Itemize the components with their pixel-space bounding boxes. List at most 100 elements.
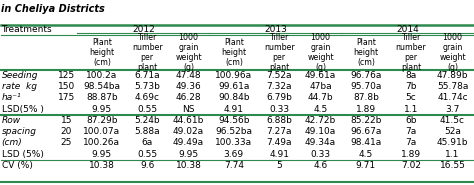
Text: 44.7b: 44.7b xyxy=(308,93,333,102)
Text: 100.2a: 100.2a xyxy=(86,71,118,80)
Text: in Cheliya Districts: in Cheliya Districts xyxy=(0,4,104,14)
Text: Tiller
number
per
plant: Tiller number per plant xyxy=(264,33,294,72)
Text: 1.89: 1.89 xyxy=(401,150,421,159)
Text: 9.71: 9.71 xyxy=(356,161,376,170)
Text: 85.22b: 85.22b xyxy=(350,116,382,125)
Text: Tiller
number
per
plant: Tiller number per plant xyxy=(132,33,163,72)
Text: 1.1: 1.1 xyxy=(404,105,418,114)
Text: 25: 25 xyxy=(61,139,72,147)
Text: 100.26a: 100.26a xyxy=(83,139,120,147)
Text: 175: 175 xyxy=(58,93,75,102)
Text: 87.8b: 87.8b xyxy=(353,93,379,102)
Text: 88.87b: 88.87b xyxy=(86,93,118,102)
Text: 49.61a: 49.61a xyxy=(305,71,336,80)
Text: 7a: 7a xyxy=(405,127,417,136)
Text: 16.55: 16.55 xyxy=(439,161,465,170)
Text: 98.41a: 98.41a xyxy=(350,139,382,147)
Text: 49.49a: 49.49a xyxy=(173,139,204,147)
Text: 41.5c: 41.5c xyxy=(440,116,465,125)
Text: LSD(5% ): LSD(5% ) xyxy=(1,105,44,114)
Text: Seeding: Seeding xyxy=(1,71,38,80)
Text: ha⁻¹: ha⁻¹ xyxy=(1,93,21,102)
Text: 6b: 6b xyxy=(405,116,417,125)
Text: LSD (5%): LSD (5%) xyxy=(1,150,44,159)
Text: 5c: 5c xyxy=(406,93,417,102)
Text: 1000
grain
weight
(g): 1000 grain weight (g) xyxy=(439,33,466,72)
Text: 4.5: 4.5 xyxy=(313,105,328,114)
Text: 4.91: 4.91 xyxy=(224,105,244,114)
Text: 7.02: 7.02 xyxy=(401,161,421,170)
Text: 1.89: 1.89 xyxy=(356,105,376,114)
Text: 96.76a: 96.76a xyxy=(350,71,382,80)
Text: 2012: 2012 xyxy=(132,25,155,34)
Text: rate  kg: rate kg xyxy=(1,82,36,91)
Text: 49.36: 49.36 xyxy=(176,82,201,91)
Text: 87.29b: 87.29b xyxy=(86,116,118,125)
Text: 100.96a: 100.96a xyxy=(215,71,252,80)
Text: CV (%): CV (%) xyxy=(1,161,33,170)
Text: 6.71a: 6.71a xyxy=(134,71,160,80)
Text: 6.79b: 6.79b xyxy=(266,93,292,102)
Text: Plant
height
(cm): Plant height (cm) xyxy=(221,38,246,67)
Text: Treatments: Treatments xyxy=(0,25,51,34)
Text: 5.24b: 5.24b xyxy=(134,116,160,125)
Text: 15: 15 xyxy=(61,116,72,125)
Text: Tiller
number
per
plant: Tiller number per plant xyxy=(396,33,427,72)
Text: 96.52ba: 96.52ba xyxy=(215,127,252,136)
Text: 6.88b: 6.88b xyxy=(266,116,292,125)
Text: 9.95: 9.95 xyxy=(92,105,112,114)
Text: 10.38: 10.38 xyxy=(89,161,115,170)
Text: Plant
height
(cm): Plant height (cm) xyxy=(89,38,114,67)
Text: 99.61a: 99.61a xyxy=(218,82,249,91)
Text: 100.07a: 100.07a xyxy=(83,127,120,136)
Text: 52a: 52a xyxy=(444,127,461,136)
Text: 4.91: 4.91 xyxy=(269,150,289,159)
Text: 95.70a: 95.70a xyxy=(350,82,382,91)
Text: 7a: 7a xyxy=(405,139,417,147)
Text: 0.55: 0.55 xyxy=(137,150,157,159)
Text: Row: Row xyxy=(1,116,21,125)
Text: 100.33a: 100.33a xyxy=(215,139,252,147)
Text: 0.55: 0.55 xyxy=(137,105,157,114)
Text: 4.5: 4.5 xyxy=(359,150,373,159)
Text: 45.91b: 45.91b xyxy=(437,139,468,147)
Text: 2013: 2013 xyxy=(264,25,287,34)
Text: 47.89b: 47.89b xyxy=(437,71,468,80)
Text: 7.32a: 7.32a xyxy=(266,82,292,91)
Text: NS: NS xyxy=(182,105,195,114)
Text: 49.10a: 49.10a xyxy=(305,127,336,136)
Text: 3.7: 3.7 xyxy=(446,105,460,114)
Text: 1000
grain
weight
(g): 1000 grain weight (g) xyxy=(307,33,334,72)
Text: 5.88a: 5.88a xyxy=(134,127,160,136)
Text: 0.33: 0.33 xyxy=(310,150,331,159)
Text: 47ba: 47ba xyxy=(309,82,332,91)
Text: 44.61b: 44.61b xyxy=(173,116,204,125)
Text: 7.74: 7.74 xyxy=(224,161,244,170)
Text: 5: 5 xyxy=(276,161,282,170)
Text: 49.02a: 49.02a xyxy=(173,127,204,136)
Text: 10.38: 10.38 xyxy=(176,161,201,170)
Text: 2014: 2014 xyxy=(396,25,419,34)
Text: 49.34a: 49.34a xyxy=(305,139,336,147)
Text: 7.49a: 7.49a xyxy=(266,139,292,147)
Text: 9.95: 9.95 xyxy=(92,150,112,159)
Text: 0.33: 0.33 xyxy=(269,105,289,114)
Text: 5.73b: 5.73b xyxy=(134,82,160,91)
Text: 98.54ba: 98.54ba xyxy=(83,82,120,91)
Text: 42.72b: 42.72b xyxy=(305,116,336,125)
Text: 41.74c: 41.74c xyxy=(437,93,468,102)
Text: 9.6: 9.6 xyxy=(140,161,154,170)
Text: 46.28: 46.28 xyxy=(176,93,201,102)
Text: 6a: 6a xyxy=(141,139,153,147)
Text: 7.27a: 7.27a xyxy=(266,127,292,136)
Text: 96.67a: 96.67a xyxy=(350,127,382,136)
Text: 4.69c: 4.69c xyxy=(135,93,160,102)
Text: 1000
grain
weight
(g): 1000 grain weight (g) xyxy=(175,33,202,72)
Text: 4.6: 4.6 xyxy=(313,161,328,170)
Text: 94.56b: 94.56b xyxy=(218,116,250,125)
Text: 20: 20 xyxy=(61,127,72,136)
Text: 3.69: 3.69 xyxy=(224,150,244,159)
Text: (cm): (cm) xyxy=(1,139,22,147)
Text: 55.78a: 55.78a xyxy=(437,82,468,91)
Text: 1.1: 1.1 xyxy=(446,150,460,159)
